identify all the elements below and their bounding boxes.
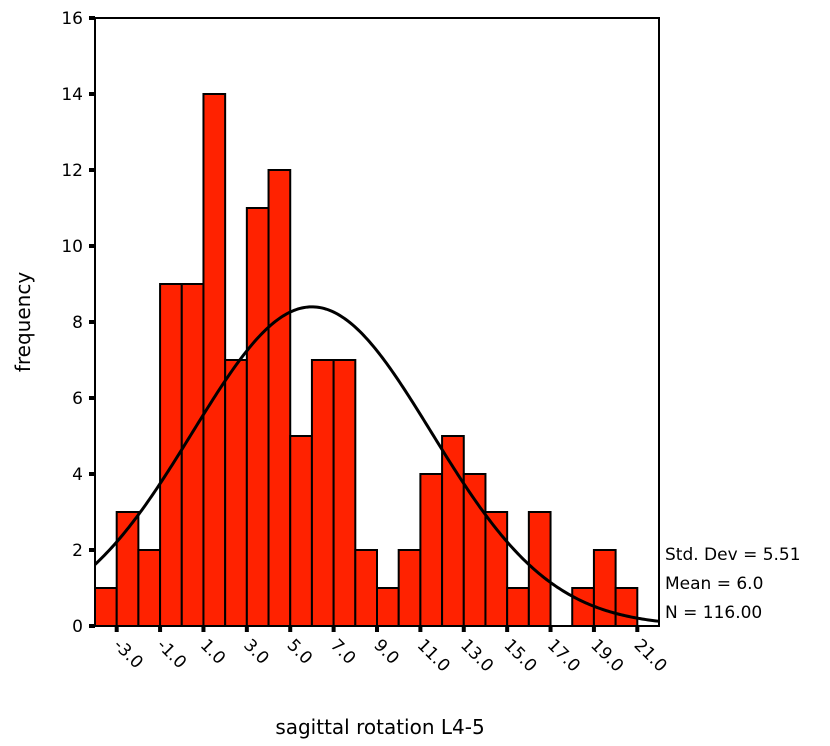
y-tick-label: 14 bbox=[61, 85, 83, 105]
histogram-bar bbox=[397, 549, 422, 627]
y-tick-label: 2 bbox=[72, 541, 83, 561]
x-tick-label: 11.0 bbox=[413, 635, 454, 676]
y-tick-label: 10 bbox=[61, 237, 83, 257]
histogram-bar bbox=[506, 587, 530, 627]
y-axis-ticks: 0 2 4 6 8 10 12 14 16 bbox=[61, 9, 95, 637]
histogram-bar bbox=[289, 435, 313, 627]
histogram-bar bbox=[376, 587, 400, 627]
normal-curve bbox=[93, 305, 660, 623]
x-tick-label: 21.0 bbox=[630, 635, 671, 676]
histogram-bar bbox=[571, 587, 595, 627]
x-tick-label: 13.0 bbox=[456, 635, 497, 676]
std-dev-label: Std. Dev = 5.51 bbox=[665, 545, 801, 565]
x-axis-ticks: -3.0 -1.0 1.0 3.0 5.0 7.0 9.0 11.0 13.0 15.0 17.0 1… bbox=[109, 626, 671, 676]
histogram-bar bbox=[462, 473, 487, 627]
x-tick-label: 3.0 bbox=[239, 635, 272, 668]
y-tick-label: 16 bbox=[61, 9, 83, 29]
histogram-bar bbox=[94, 587, 118, 627]
y-tick-label: 6 bbox=[72, 389, 83, 409]
y-tick-label: 0 bbox=[72, 617, 83, 637]
x-tick-label: -1.0 bbox=[153, 635, 191, 673]
histogram-bar bbox=[332, 359, 357, 627]
n-label: N = 116.00 bbox=[665, 603, 762, 623]
x-tick-label: 5.0 bbox=[283, 635, 316, 668]
mean-label: Mean = 6.0 bbox=[665, 574, 763, 594]
histogram-bar bbox=[614, 587, 639, 627]
y-tick-label: 12 bbox=[61, 161, 83, 181]
histogram-bar bbox=[202, 93, 227, 627]
x-tick-label: 15.0 bbox=[500, 635, 541, 676]
histogram-bar bbox=[245, 207, 270, 627]
x-axis-title: sagittal rotation L4-5 bbox=[275, 715, 484, 739]
x-tick-label: 1.0 bbox=[196, 635, 229, 668]
histogram-bar bbox=[180, 283, 205, 627]
histogram-bar bbox=[137, 549, 162, 627]
histogram-bar bbox=[224, 359, 248, 627]
y-tick-label: 4 bbox=[72, 465, 83, 485]
x-tick-label: 17.0 bbox=[543, 635, 584, 676]
histogram-bar bbox=[419, 473, 444, 627]
histogram-bar bbox=[310, 359, 335, 627]
histogram-bar bbox=[354, 549, 378, 627]
histogram-bar bbox=[592, 549, 617, 627]
histogram-bar bbox=[267, 169, 292, 627]
y-axis-title: frequency bbox=[11, 272, 35, 372]
x-tick-label: -3.0 bbox=[109, 635, 147, 673]
histogram-bars bbox=[94, 93, 639, 627]
x-tick-label: 7.0 bbox=[326, 635, 359, 668]
x-tick-label: 19.0 bbox=[586, 635, 627, 676]
y-tick-label: 8 bbox=[72, 313, 83, 333]
x-tick-label: 9.0 bbox=[369, 635, 402, 668]
